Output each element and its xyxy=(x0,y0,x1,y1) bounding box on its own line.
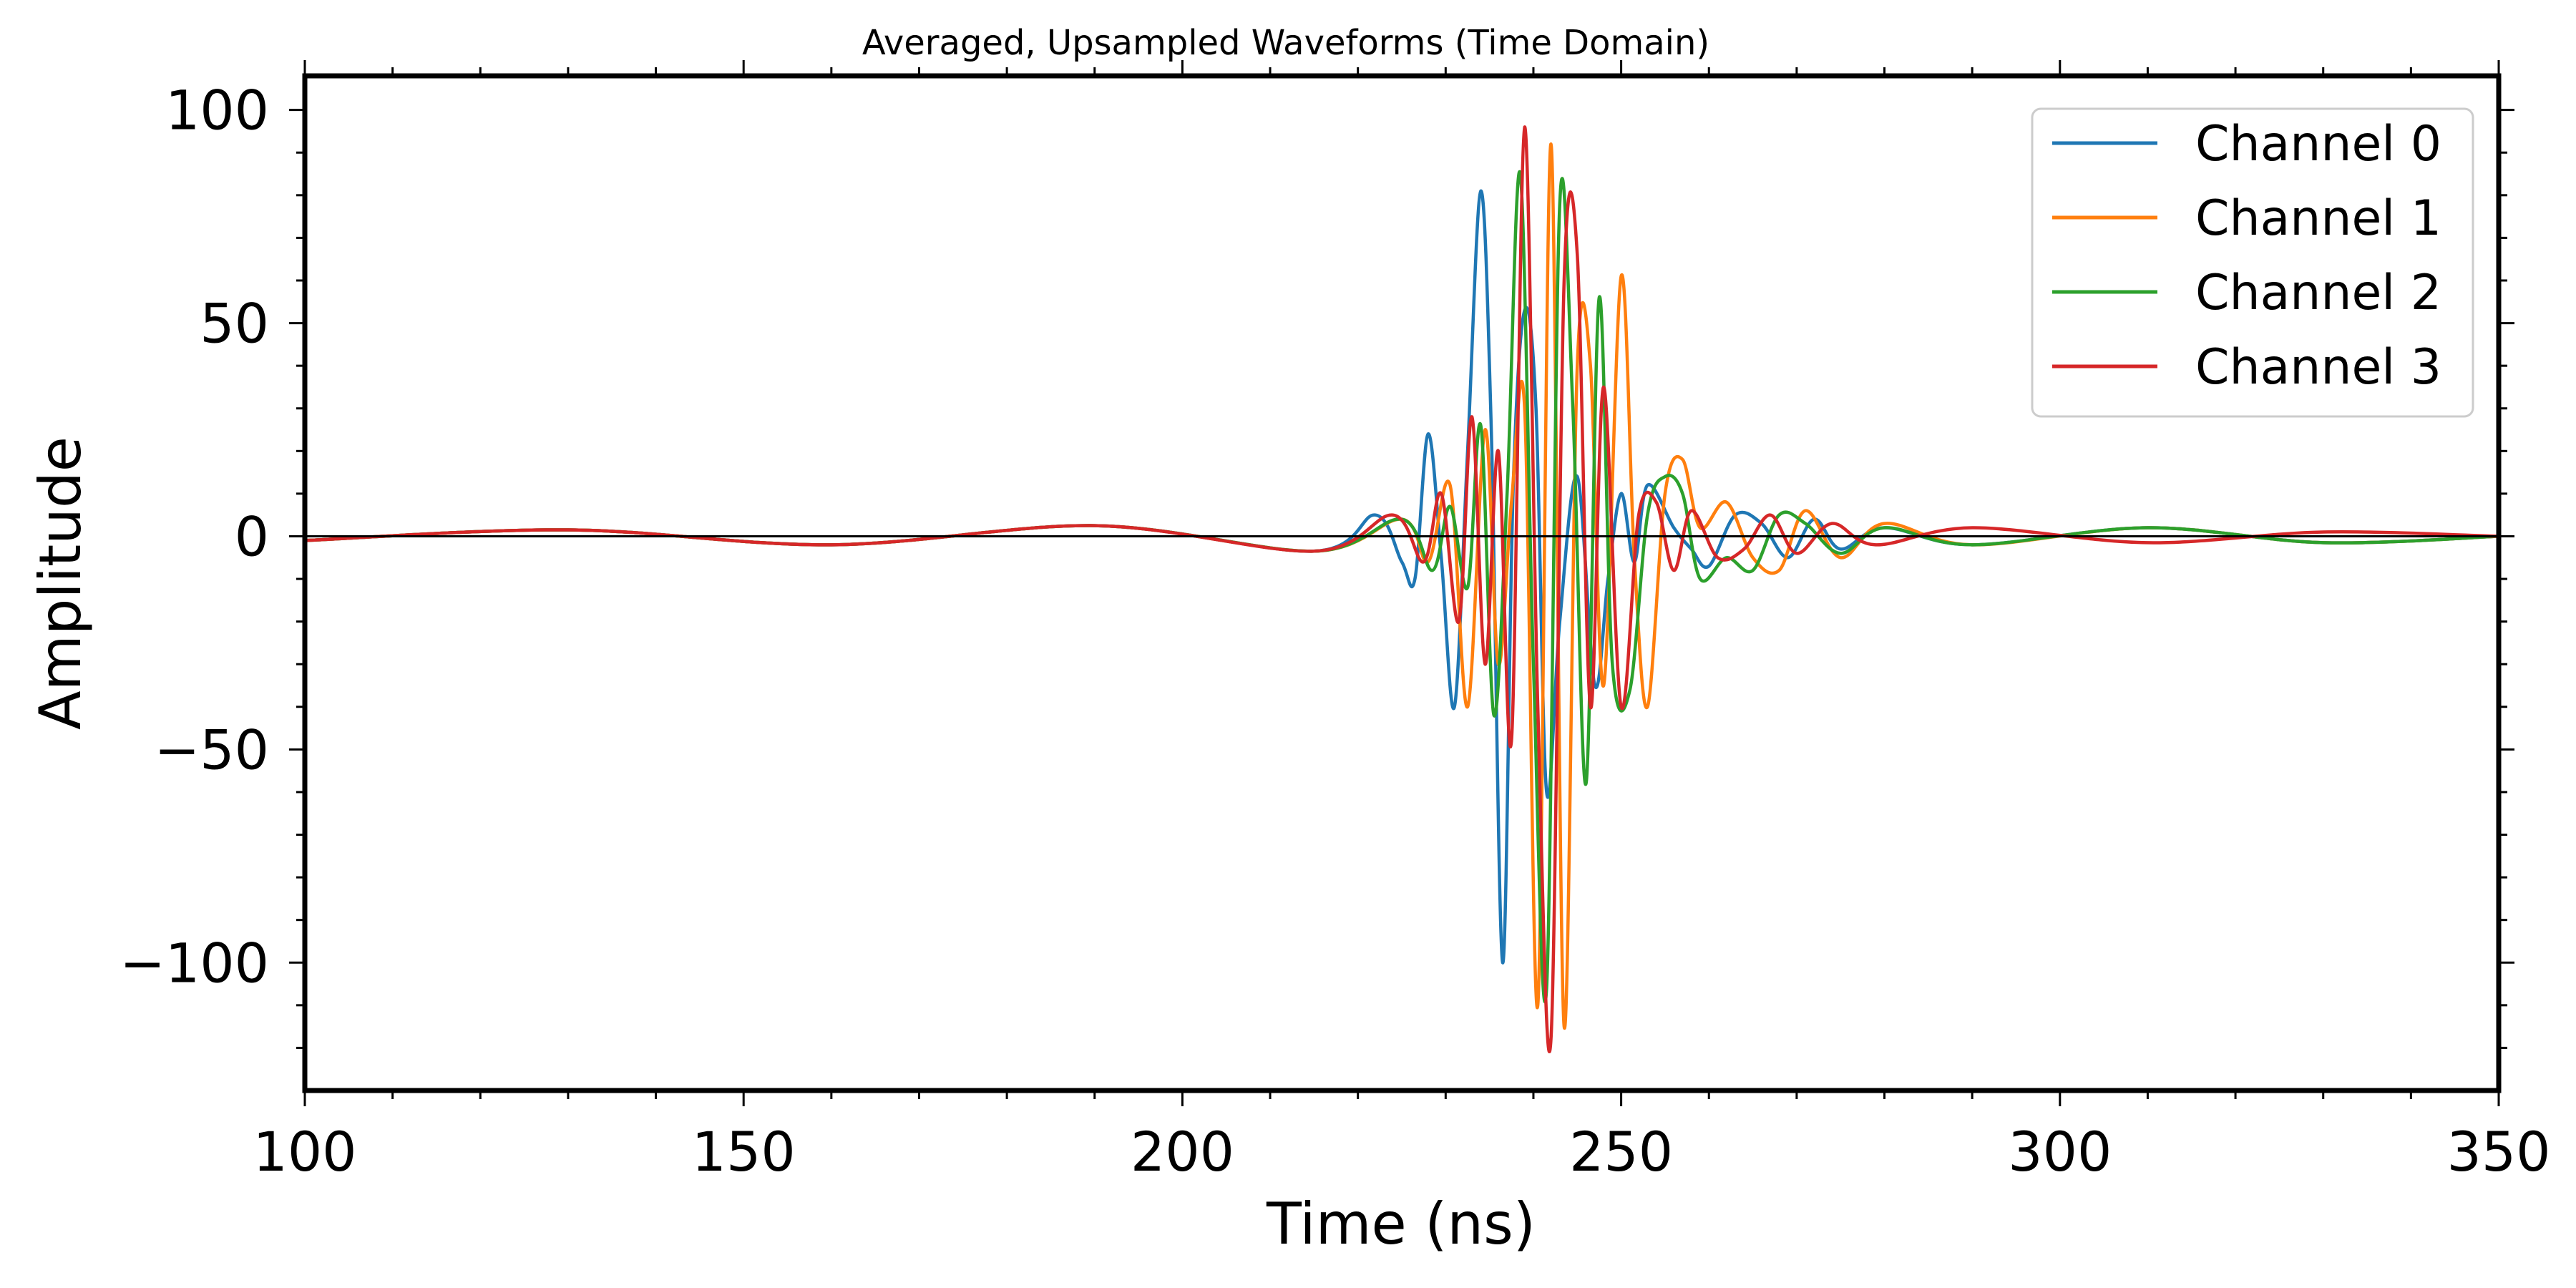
x-tick-label: 200 xyxy=(1131,1120,1234,1184)
legend: Channel 0 Channel 1 Channel 2 Channel 3 xyxy=(2031,107,2474,418)
x-axis-label: Time (ns) xyxy=(1266,1191,1536,1257)
y-tick-label: 50 xyxy=(200,292,269,356)
x-tick-label: 250 xyxy=(1569,1120,1673,1184)
plot-area xyxy=(304,125,2499,1054)
axis-ticks: 100 150 200 250 300 350 100 50 0 −50 −100 xyxy=(119,60,2551,1184)
plot-frame xyxy=(302,73,2502,1093)
legend-label-channel-1: Channel 1 xyxy=(2195,190,2441,247)
series-line-channel-2 xyxy=(304,170,2499,1004)
legend-label-channel-0: Channel 0 xyxy=(2195,116,2441,172)
series-line-channel-3 xyxy=(304,125,2499,1054)
legend-box xyxy=(2031,107,2474,418)
series-line-channel-0 xyxy=(304,189,2499,965)
y-axis-label: Amplitude xyxy=(27,436,94,730)
x-tick-label: 100 xyxy=(253,1120,356,1184)
y-tick-label: −50 xyxy=(155,718,269,781)
x-tick-label: 150 xyxy=(692,1120,796,1184)
y-tick-label: 0 xyxy=(235,504,269,568)
y-tick-label: −100 xyxy=(119,931,269,995)
legend-label-channel-2: Channel 2 xyxy=(2195,265,2441,321)
legend-label-channel-3: Channel 3 xyxy=(2195,339,2441,396)
y-tick-label: 100 xyxy=(165,79,269,142)
x-tick-label: 300 xyxy=(2008,1120,2112,1184)
x-tick-label: 350 xyxy=(2446,1120,2550,1184)
chart-title: Averaged, Upsampled Waveforms (Time Doma… xyxy=(862,23,1709,63)
